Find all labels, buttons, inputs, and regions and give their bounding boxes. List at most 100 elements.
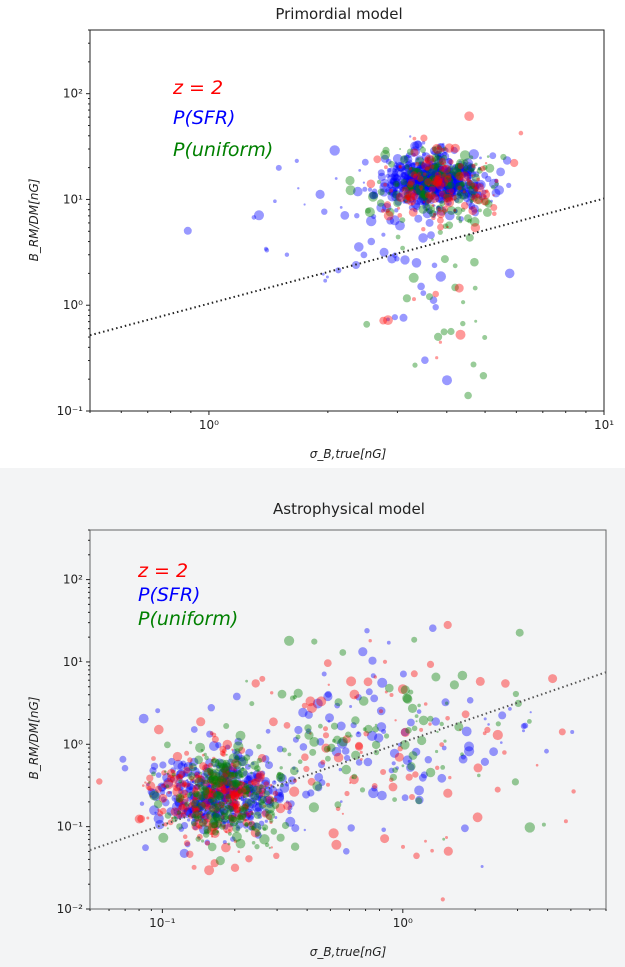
scatter-point <box>215 759 220 764</box>
scatter-point <box>149 790 160 801</box>
scatter-point <box>415 179 423 188</box>
scatter-point <box>392 170 399 177</box>
scatter-point <box>422 192 434 204</box>
scatter-point <box>443 174 452 183</box>
scatter-point <box>339 206 343 209</box>
scatter-point <box>325 713 334 723</box>
scatter-point <box>441 180 450 189</box>
scatter-point <box>307 777 316 786</box>
scatter-point <box>442 223 449 229</box>
scatter-point <box>457 186 462 191</box>
scatter-point <box>189 805 198 814</box>
scatter-point <box>254 807 263 816</box>
scatter-point <box>427 174 432 179</box>
scatter-point <box>250 784 254 788</box>
scatter-point <box>249 825 255 831</box>
scatter-point <box>273 780 276 783</box>
scatter-point <box>425 157 430 163</box>
scatter-point <box>436 154 442 161</box>
scatter-point <box>403 154 413 164</box>
scatter-point <box>309 732 312 735</box>
scatter-point <box>326 747 331 752</box>
scatter-point <box>429 178 432 182</box>
scatter-point <box>470 193 476 199</box>
scatter-point <box>296 770 299 773</box>
scatter-point <box>403 694 413 704</box>
scatter-point <box>157 810 164 817</box>
scatter-point <box>191 803 202 814</box>
scatter-point <box>454 170 461 177</box>
scatter-point <box>406 193 410 197</box>
scatter-point <box>427 185 435 192</box>
scatter-point <box>435 176 439 180</box>
scatter-point <box>397 746 403 752</box>
scatter-point <box>427 184 430 187</box>
scatter-point <box>195 797 201 803</box>
scatter-point <box>265 798 275 808</box>
scatter-point <box>210 795 220 806</box>
scatter-point <box>443 168 449 174</box>
scatter-point <box>425 204 436 214</box>
scatter-point <box>495 721 501 727</box>
scatter-point <box>209 803 220 814</box>
scatter-point <box>420 175 430 186</box>
scatter-point <box>222 820 226 824</box>
scatter-point <box>520 723 527 730</box>
scatter-point <box>436 155 446 165</box>
scatter-point <box>167 774 175 783</box>
scatter-point <box>435 194 438 197</box>
scatter-point <box>394 181 400 187</box>
scatter-point <box>419 177 429 187</box>
scatter-point <box>423 177 426 181</box>
scatter-point <box>262 827 267 831</box>
scatter-point <box>433 155 443 166</box>
scatter-point <box>259 795 267 804</box>
scatter-point <box>200 801 207 808</box>
scatter-point <box>236 814 243 821</box>
scatter-point <box>148 788 159 799</box>
scatter-point <box>172 782 182 792</box>
scatter-point <box>466 174 472 180</box>
scatter-point <box>426 293 433 301</box>
scatter-point <box>454 163 465 174</box>
scatter-point <box>221 816 225 821</box>
scatter-point <box>327 743 336 752</box>
scatter-point <box>232 692 241 701</box>
scatter-point <box>417 172 421 176</box>
scatter-point <box>424 166 431 172</box>
scatter-point <box>474 183 484 193</box>
scatter-point <box>428 175 435 181</box>
scatter-point <box>230 819 234 822</box>
scatter-point <box>470 196 475 201</box>
scatter-point <box>273 199 277 203</box>
scatter-point <box>233 839 238 843</box>
scatter-point <box>232 788 241 797</box>
scatter-point <box>424 182 429 188</box>
scatter-point <box>210 807 221 818</box>
scatter-point <box>420 196 430 206</box>
scatter-point <box>436 193 439 196</box>
scatter-point <box>389 215 400 226</box>
scatter-point <box>394 189 397 193</box>
scatter-point <box>193 792 199 798</box>
scatter-point <box>412 209 415 212</box>
scatter-point <box>410 171 418 179</box>
scatter-point <box>183 767 192 777</box>
scatter-point <box>389 773 397 781</box>
scatter-point <box>382 146 390 154</box>
scatter-point <box>211 735 219 743</box>
scatter-point <box>407 170 412 174</box>
scatter-point <box>402 755 413 765</box>
scatter-point <box>454 722 464 732</box>
scatter-point <box>234 754 241 760</box>
scatter-point <box>215 801 222 807</box>
scatter-point <box>449 188 457 197</box>
scatter-point <box>462 167 467 172</box>
scatter-point <box>417 166 421 171</box>
scatter-point <box>322 732 330 739</box>
scatter-point <box>182 796 185 799</box>
scatter-point <box>186 779 189 782</box>
scatter-point <box>462 191 471 199</box>
scatter-point <box>404 163 413 173</box>
scatter-point <box>269 802 273 807</box>
